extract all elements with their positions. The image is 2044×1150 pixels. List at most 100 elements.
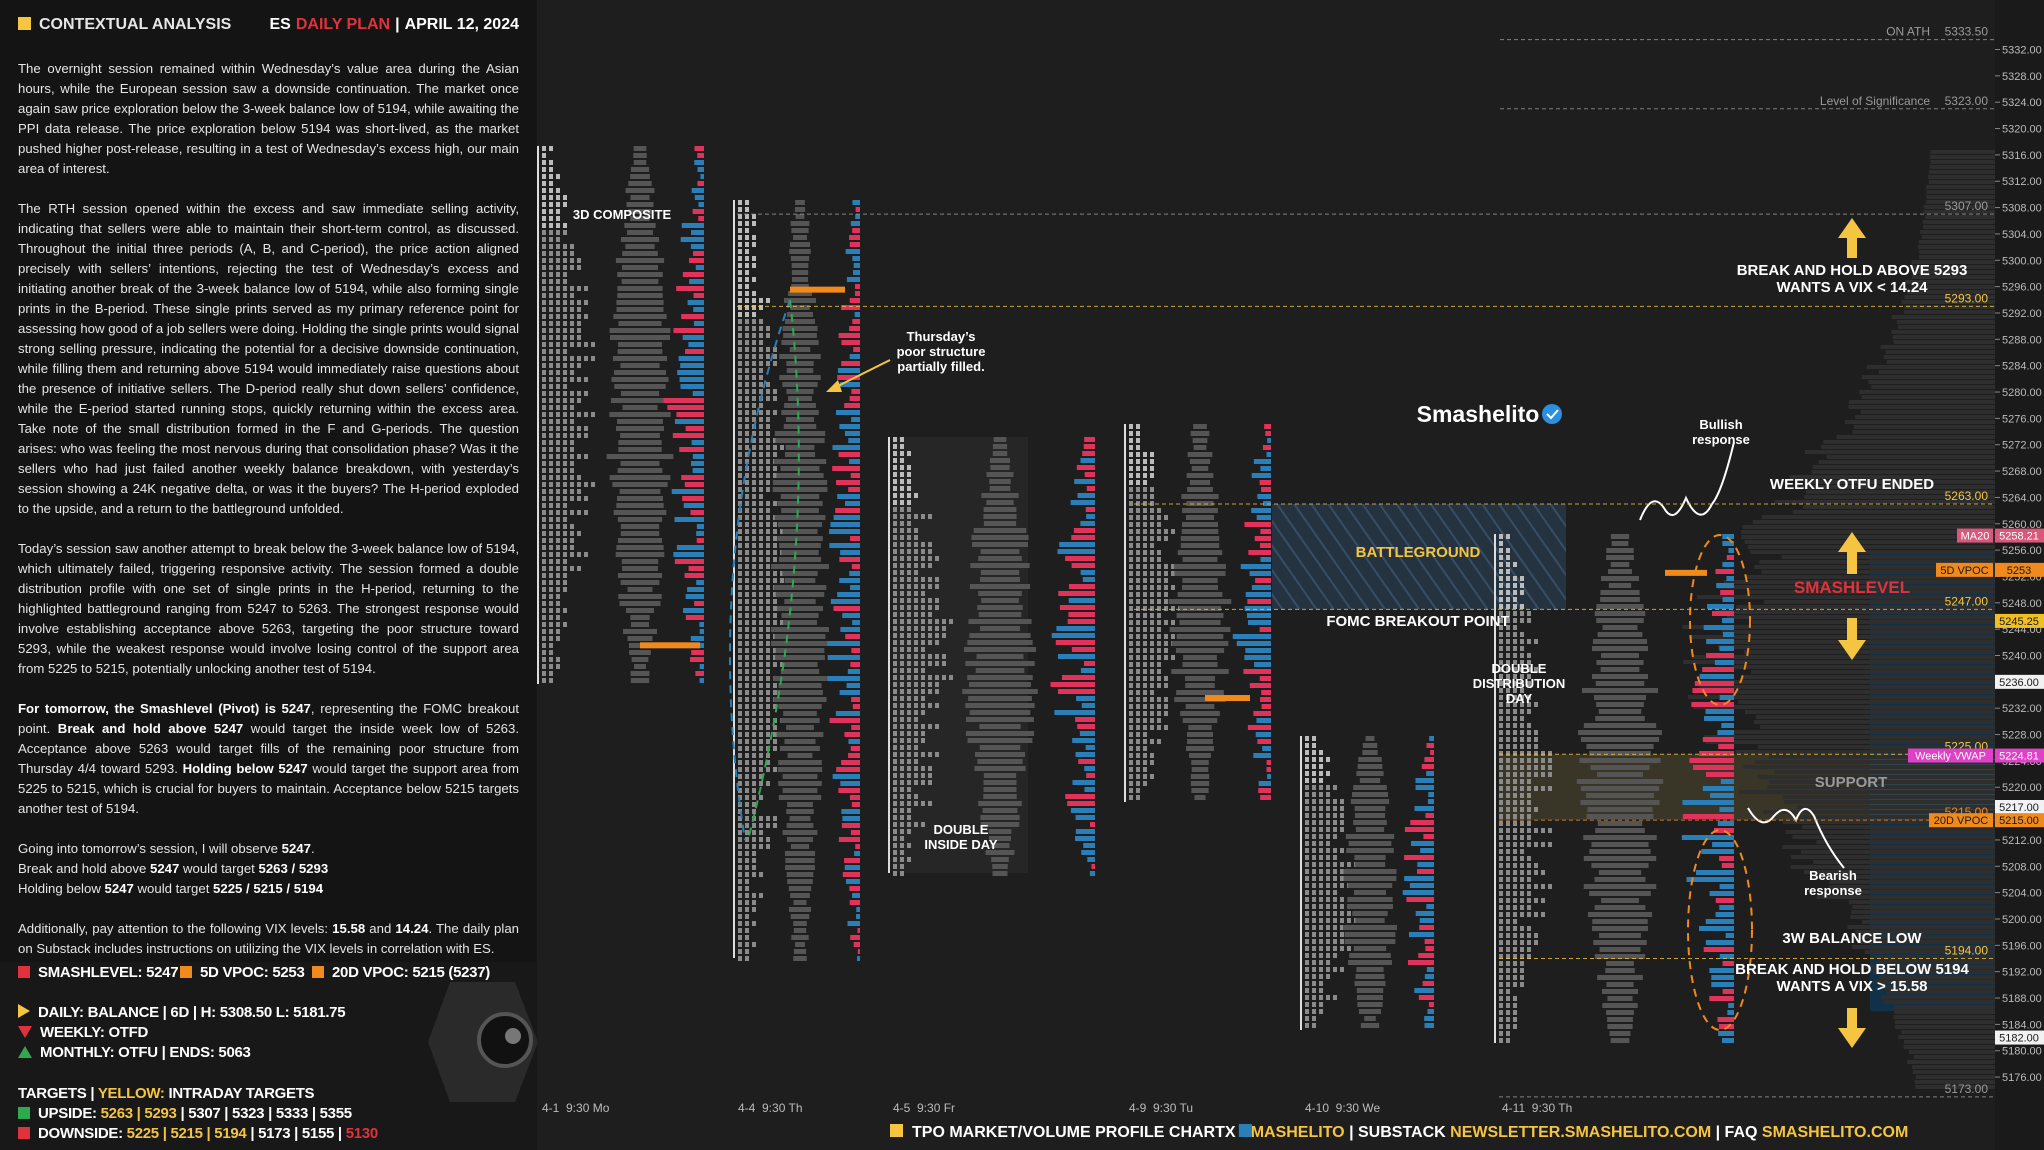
tpo-letter <box>907 479 911 484</box>
tpo-letter <box>766 662 770 667</box>
tpo-letter <box>780 662 784 667</box>
volume-bar <box>1186 473 1214 478</box>
tpo-letter <box>738 606 742 611</box>
tpo-letter <box>738 480 742 485</box>
tpo-letter <box>549 370 553 375</box>
tpo-letter <box>563 272 567 277</box>
tpo-letter <box>766 438 770 443</box>
axis-tag-price: 5258.21 <box>1999 531 2039 543</box>
tpo-letter <box>745 641 749 646</box>
tpo-letter <box>900 654 904 659</box>
tpo-letter <box>1157 662 1161 667</box>
tpo-letter <box>759 767 763 772</box>
tpo-letter <box>1534 807 1538 812</box>
delta-bar <box>691 461 704 466</box>
tpo-letter <box>1333 918 1337 923</box>
tpo-letter <box>759 375 763 380</box>
volume-bar <box>610 335 670 340</box>
delta-bar <box>852 270 860 275</box>
tpo-letter <box>556 209 560 214</box>
volume-bar <box>979 745 1021 750</box>
tpo-letter <box>928 752 932 757</box>
tpo-letter <box>1129 578 1133 583</box>
tpo-letter <box>893 850 897 855</box>
tpo-letter <box>1499 779 1503 784</box>
volume-bar <box>988 829 1012 834</box>
tpo-letter <box>928 563 932 568</box>
volume-bar <box>967 640 1033 645</box>
volume-bar <box>618 440 662 445</box>
volume-bar <box>620 391 660 396</box>
tpo-letter <box>1506 548 1510 553</box>
volume-bar <box>1598 870 1642 875</box>
tpo-letter <box>1312 869 1316 874</box>
tpo-letter <box>556 342 560 347</box>
delta-bar <box>684 482 704 487</box>
axis-tag-price: 5217.00 <box>1999 802 2039 814</box>
volume-bar <box>1191 767 1209 772</box>
volume-bar <box>1343 876 1397 881</box>
tpo-letter <box>1499 611 1503 616</box>
tpo-letter <box>584 314 588 319</box>
tpo-letter <box>1319 820 1323 825</box>
tpo-letter <box>1150 676 1154 681</box>
tpo-letter <box>1506 842 1510 847</box>
volume-bar <box>611 377 669 382</box>
volume-bar <box>795 942 805 947</box>
volume-bar <box>1693 705 1995 709</box>
tpo-letter <box>1136 697 1140 702</box>
tpo-letter <box>1136 788 1140 793</box>
tpo-letter <box>1305 792 1309 797</box>
delta-bar <box>829 543 860 548</box>
axis-tag <box>1995 1030 2044 1045</box>
analysis-text: The overnight session remained within We… <box>18 59 519 979</box>
delta-bar <box>673 328 704 333</box>
delta-bar <box>1427 1009 1434 1014</box>
tpo-letter <box>563 580 567 585</box>
volume-bar <box>979 724 1021 729</box>
volume-bar <box>780 669 820 674</box>
delta-bar <box>1706 653 1734 658</box>
volume-bar <box>1190 774 1210 779</box>
tpo-letter <box>549 426 553 431</box>
tpo-letter <box>1164 585 1168 590</box>
tpo-letter <box>893 451 897 456</box>
delta-bar <box>1260 697 1271 702</box>
tpo-letter <box>900 717 904 722</box>
tpo-letter <box>745 879 749 884</box>
tpo-letter <box>766 354 770 359</box>
volume-bar <box>780 466 820 471</box>
delta-bar <box>849 326 860 331</box>
tpo-letter <box>1534 751 1538 756</box>
tpo-letter <box>766 837 770 842</box>
volume-bar <box>779 354 821 359</box>
tpo-letter <box>738 473 742 478</box>
tpo-letter <box>752 515 756 520</box>
volume-bar <box>1742 525 1995 529</box>
delta-bar <box>1258 781 1271 786</box>
tpo-letter <box>1513 695 1517 700</box>
delta-bar <box>1251 508 1271 513</box>
tpo-letter <box>752 256 756 261</box>
volume-bar <box>1868 380 1995 384</box>
tpo-letter <box>928 556 932 561</box>
tpo-letter <box>1164 599 1168 604</box>
tpo-letter <box>893 822 897 827</box>
tpo-letter <box>542 559 546 564</box>
volume-bar <box>627 587 653 592</box>
volume-bar <box>1606 961 1634 966</box>
tpo-letter <box>1520 933 1524 938</box>
tpo-letter <box>1150 508 1154 513</box>
delta-bar <box>849 571 860 576</box>
tpo-letter <box>1513 632 1517 637</box>
volume-bar <box>1189 480 1211 485</box>
tpo-letter <box>1136 676 1140 681</box>
tpo-letter <box>1347 862 1351 867</box>
tpo-letter <box>1506 1010 1510 1015</box>
delta-bar <box>1703 947 1734 952</box>
tpo-letter <box>921 696 925 701</box>
tpo-letter <box>584 300 588 305</box>
tpo-letter <box>759 459 763 464</box>
tpo-letter <box>759 480 763 485</box>
